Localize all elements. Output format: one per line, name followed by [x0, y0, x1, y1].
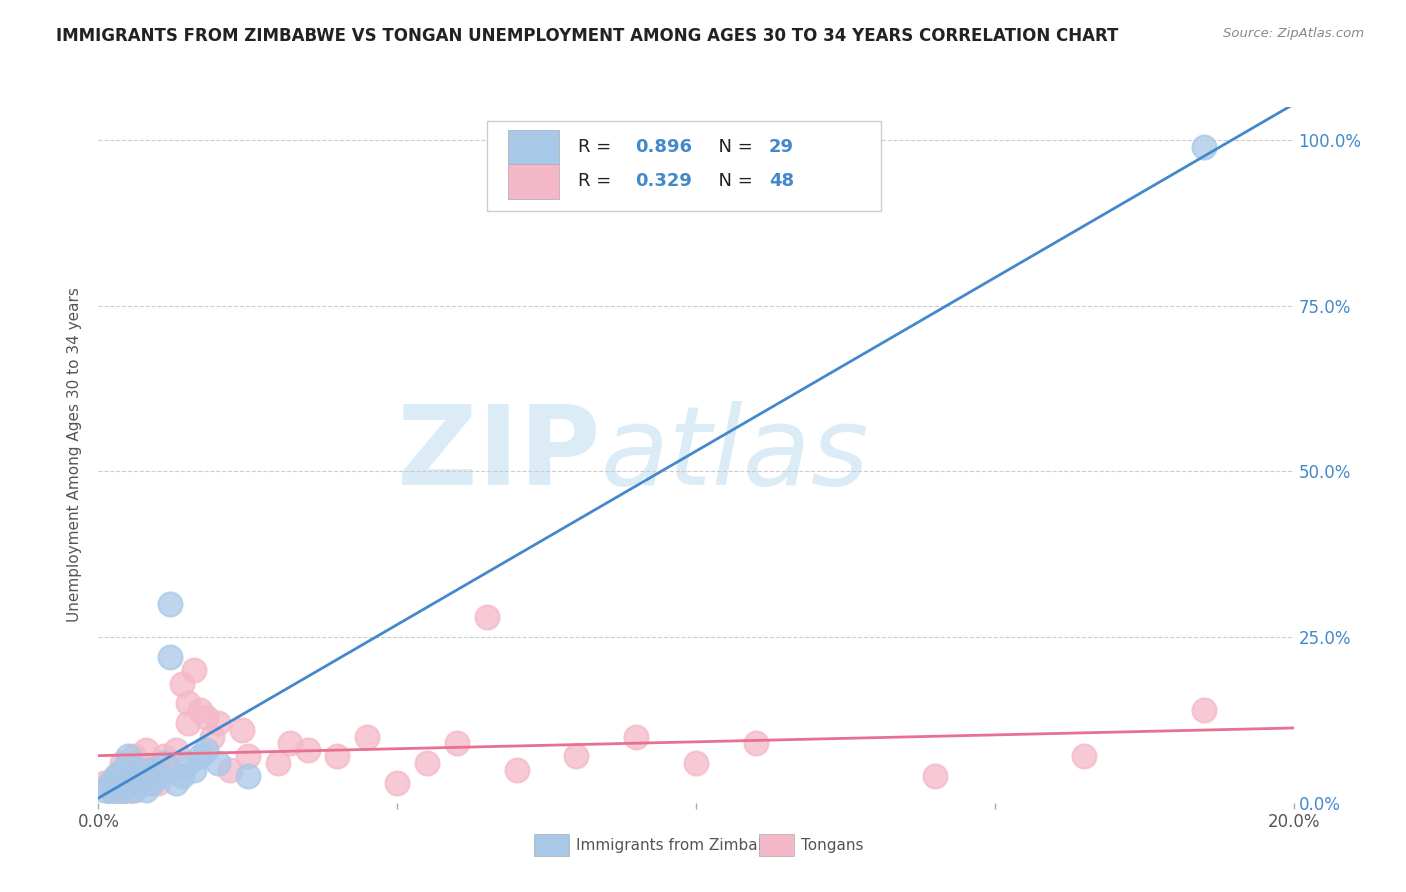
Point [195, 709, 218, 723]
Text: IMMIGRANTS FROM ZIMBABWE VS TONGAN UNEMPLOYMENT AMONG AGES 30 TO 34 YEARS CORREL: IMMIGRANTS FROM ZIMBABWE VS TONGAN UNEMP… [56, 27, 1119, 45]
Point [93, 776, 115, 790]
Text: ZIP: ZIP [396, 401, 600, 508]
Point [117, 776, 139, 790]
Text: N =: N = [707, 137, 758, 156]
Point [111, 763, 134, 777]
Text: 0.329: 0.329 [636, 172, 692, 191]
Point [141, 763, 163, 777]
Point [141, 776, 163, 790]
Text: R =: R = [578, 172, 617, 191]
Point [416, 756, 439, 770]
Text: N =: N = [707, 172, 758, 191]
Point [177, 716, 200, 731]
Y-axis label: Unemployment Among Ages 30 to 34 years: Unemployment Among Ages 30 to 34 years [67, 287, 83, 623]
Point [153, 756, 176, 770]
Point [201, 730, 224, 744]
Point [207, 756, 229, 770]
Text: Tongans: Tongans [801, 838, 863, 853]
Point [195, 743, 218, 757]
FancyBboxPatch shape [486, 121, 882, 211]
Point [278, 736, 301, 750]
Point [183, 663, 205, 677]
Point [124, 782, 146, 797]
Point [117, 776, 139, 790]
Point [111, 756, 134, 770]
Text: Immigrants from Zimbabwe: Immigrants from Zimbabwe [576, 838, 790, 853]
Point [135, 776, 157, 790]
Point [129, 763, 152, 777]
Point [124, 782, 146, 797]
Point [1192, 140, 1215, 154]
Point [207, 716, 229, 731]
Point [172, 676, 194, 690]
Point [924, 769, 946, 783]
Text: atlas: atlas [600, 401, 869, 508]
Point [117, 763, 139, 777]
Point [153, 749, 176, 764]
Point [475, 610, 498, 624]
Point [129, 776, 152, 790]
Point [135, 782, 157, 797]
Point [1192, 703, 1215, 717]
Point [183, 763, 205, 777]
Point [111, 782, 134, 797]
Point [236, 769, 259, 783]
Point [219, 763, 242, 777]
Point [188, 703, 211, 717]
Point [129, 756, 152, 770]
Point [105, 769, 128, 783]
Point [1073, 749, 1095, 764]
Point [267, 756, 290, 770]
Point [506, 763, 529, 777]
Point [172, 769, 194, 783]
Point [446, 736, 468, 750]
Point [159, 763, 181, 777]
Point [124, 749, 146, 764]
Point [135, 769, 157, 783]
Point [165, 743, 187, 757]
Point [326, 749, 349, 764]
Point [148, 756, 170, 770]
Point [105, 789, 128, 804]
Point [356, 730, 378, 744]
Point [236, 749, 259, 764]
Point [177, 697, 200, 711]
Point [565, 749, 588, 764]
Point [124, 769, 146, 783]
Point [148, 769, 170, 783]
Point [165, 776, 187, 790]
Point [159, 597, 181, 611]
Text: R =: R = [578, 137, 617, 156]
Point [177, 756, 200, 770]
Point [111, 789, 134, 804]
Point [100, 776, 122, 790]
Point [685, 756, 707, 770]
Text: 48: 48 [769, 172, 794, 191]
Point [117, 749, 139, 764]
Point [745, 736, 768, 750]
Point [100, 782, 122, 797]
Text: 0.896: 0.896 [636, 137, 692, 156]
Point [129, 769, 152, 783]
Point [159, 650, 181, 665]
Text: 29: 29 [769, 137, 794, 156]
Point [105, 769, 128, 783]
FancyBboxPatch shape [509, 164, 558, 199]
Point [385, 776, 409, 790]
Point [141, 769, 163, 783]
Point [141, 763, 163, 777]
FancyBboxPatch shape [509, 129, 558, 164]
Text: Source: ZipAtlas.com: Source: ZipAtlas.com [1223, 27, 1364, 40]
Point [135, 743, 157, 757]
Point [231, 723, 253, 737]
Point [148, 776, 170, 790]
Point [297, 743, 319, 757]
Point [93, 782, 115, 797]
Point [626, 730, 648, 744]
Point [188, 749, 211, 764]
